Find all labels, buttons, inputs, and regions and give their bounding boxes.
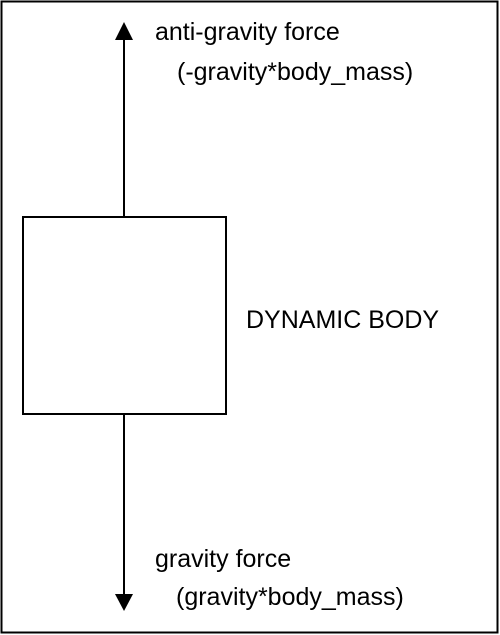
gravity-formula-label: (gravity*body_mass): [176, 583, 404, 611]
dynamic-body-box: [22, 216, 227, 415]
dynamic-body-label: DYNAMIC BODY: [246, 306, 440, 334]
anti-gravity-arrowhead: [115, 22, 133, 40]
anti-gravity-force-label: anti-gravity force: [155, 18, 340, 46]
gravity-force-label: gravity force: [155, 545, 292, 573]
gravity-arrowhead: [115, 594, 133, 611]
anti-gravity-formula-label: (-gravity*body_mass): [177, 58, 414, 86]
